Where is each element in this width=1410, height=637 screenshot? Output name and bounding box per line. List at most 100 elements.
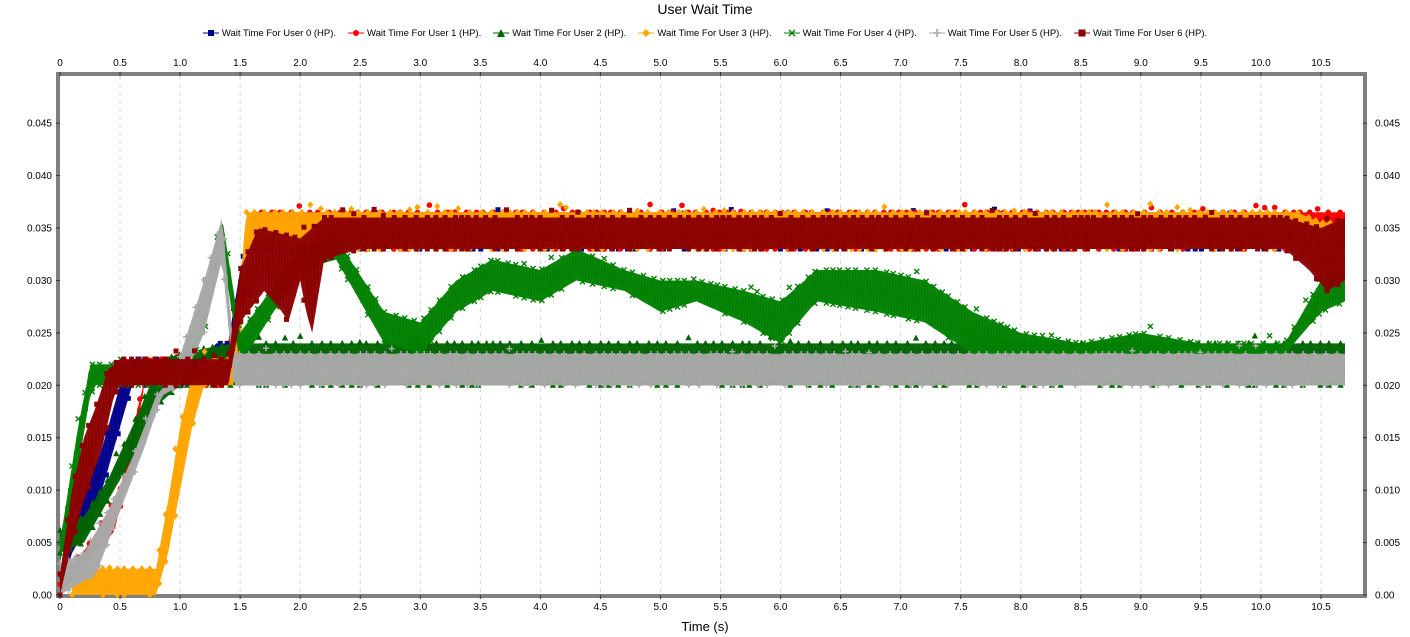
data-point [947, 208, 954, 216]
data-point [474, 382, 481, 389]
data-point [464, 382, 471, 389]
data-point [65, 586, 72, 593]
data-point [940, 339, 948, 346]
data-point [156, 546, 163, 554]
data-point [503, 207, 509, 213]
data-point [121, 565, 128, 573]
legend-item-user-0[interactable]: Wait Time For User 0 (HP). [202, 26, 336, 40]
data-point [754, 288, 761, 295]
data-point [336, 382, 343, 389]
data-point [301, 297, 307, 303]
data-point [459, 215, 465, 221]
data-point [1003, 246, 1009, 252]
data-point [1182, 350, 1189, 357]
data-point [893, 215, 899, 221]
data-point [771, 208, 778, 216]
legend-item-user-5[interactable]: Wait Time For User 5 (HP). [928, 26, 1062, 40]
legend-label: Wait Time For User 6 (HP). [1092, 27, 1208, 39]
data-point [823, 300, 830, 307]
data-point [448, 315, 455, 322]
data-point [869, 215, 875, 221]
x-tick-label-top: 3.0 [413, 58, 427, 69]
data-point [1040, 382, 1047, 389]
data-point [945, 334, 952, 341]
legend-label: Wait Time For User 1 (HP). [367, 27, 482, 39]
data-point [520, 350, 527, 357]
legend-item-user-1[interactable]: Wait Time For User 1 (HP). [348, 26, 481, 40]
data-point [572, 350, 579, 357]
data-point [192, 304, 199, 311]
data-point [442, 215, 448, 221]
data-point [656, 246, 662, 252]
data-point [1335, 282, 1341, 288]
y-tick-label: 0.00 [33, 591, 53, 602]
data-point [1336, 300, 1343, 307]
legend-item-user-2[interactable]: Wait Time For User 2 (HP). [493, 26, 626, 40]
data-point [1317, 339, 1324, 346]
data-point [714, 282, 721, 289]
data-point [589, 253, 596, 260]
data-point [1119, 215, 1125, 221]
data-point [169, 386, 176, 393]
data-point [503, 246, 509, 252]
data-point [506, 382, 513, 389]
data-point [185, 356, 191, 362]
x-tick-label-top: 0.5 [113, 58, 127, 69]
data-point [1228, 215, 1234, 221]
data-point [679, 202, 685, 209]
data-point [1263, 350, 1270, 357]
data-point [931, 339, 939, 346]
data-point [514, 215, 520, 221]
data-point [699, 278, 706, 285]
data-point [364, 283, 371, 290]
data-point [851, 215, 857, 221]
y-tick-label: 0.040 [27, 171, 52, 182]
data-point [805, 274, 812, 281]
data-point [665, 208, 672, 216]
data-point [371, 246, 377, 252]
data-point [1220, 215, 1226, 221]
data-point [1004, 324, 1011, 331]
data-point [1260, 340, 1267, 347]
data-point [1187, 206, 1194, 214]
x-tick-label: 8.0 [1014, 602, 1028, 613]
x-tick-label: 2.0 [293, 602, 307, 613]
data-point [1314, 206, 1321, 212]
data-point [104, 509, 111, 516]
data-point [1227, 350, 1234, 357]
data-point [866, 349, 873, 356]
data-point [956, 208, 963, 216]
data-point [786, 284, 793, 291]
data-point [915, 246, 921, 252]
x-tick-label: 6.0 [774, 602, 788, 613]
data-point [1299, 339, 1306, 346]
data-point [740, 287, 747, 294]
data-point [872, 266, 879, 273]
data-point [597, 339, 604, 346]
data-point [477, 294, 484, 301]
legend: Wait Time For User 0 (HP). Wait Time For… [0, 26, 1410, 40]
data-point [1325, 209, 1332, 216]
legend-item-user-3[interactable]: Wait Time For User 3 (HP). [638, 26, 772, 40]
data-point [297, 332, 304, 339]
data-point [339, 339, 346, 346]
legend-item-user-4[interactable]: Wait Time For User 4 (HP). [783, 26, 917, 40]
data-point [459, 246, 465, 252]
legend-item-user-6[interactable]: Wait Time For User 6 (HP). [1073, 26, 1208, 40]
data-point [104, 425, 110, 431]
data-point [923, 278, 930, 285]
data-point [381, 340, 388, 347]
data-point [1314, 224, 1320, 230]
data-point [1065, 338, 1072, 345]
data-point [873, 208, 880, 216]
data-point [799, 208, 806, 216]
data-point [380, 212, 386, 218]
data-point [842, 246, 848, 252]
x-tick-label-top: 2.5 [353, 58, 367, 69]
data-point [1155, 350, 1162, 357]
data-point [982, 208, 989, 216]
data-point [1283, 337, 1290, 344]
data-point [306, 350, 313, 357]
data-point [1099, 382, 1106, 389]
data-point [245, 350, 252, 357]
